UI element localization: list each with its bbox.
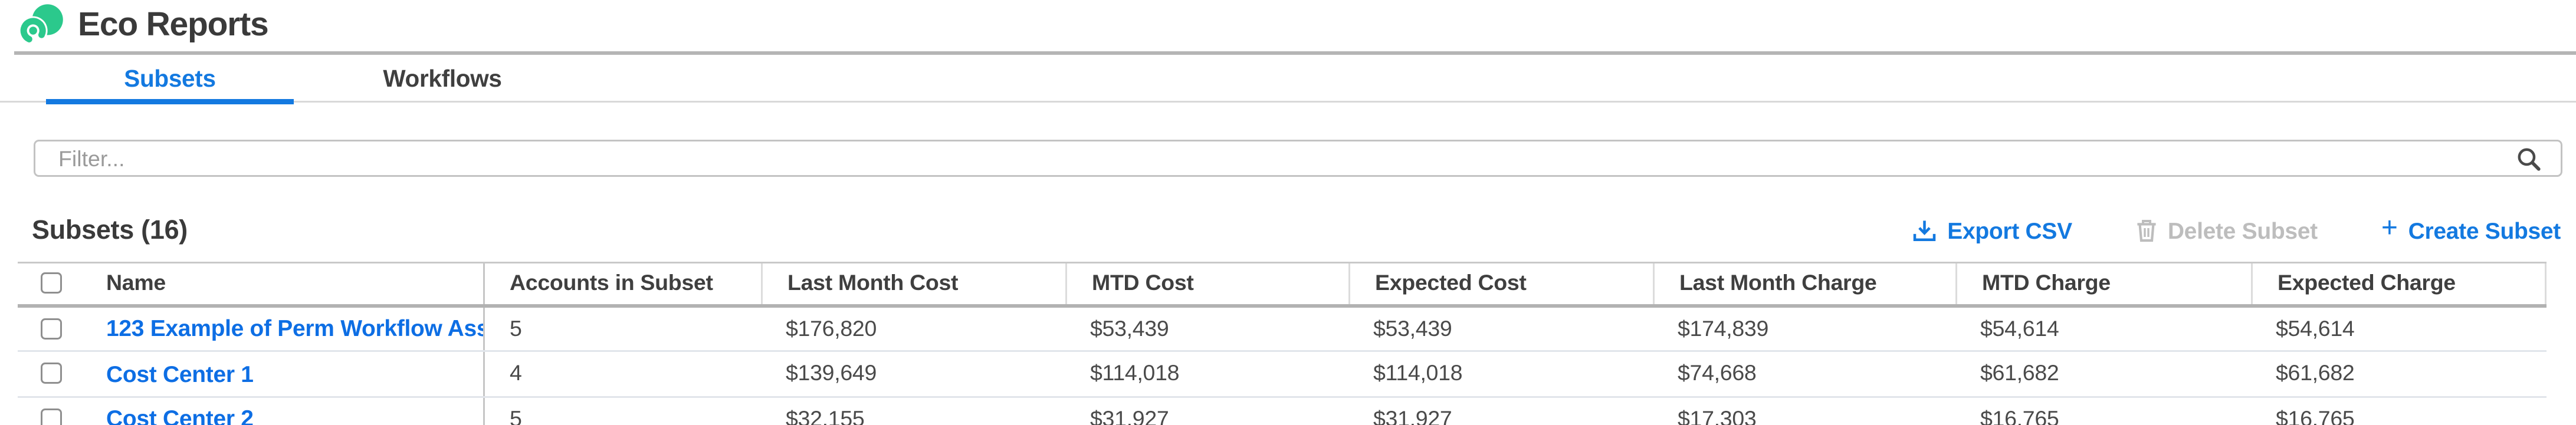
- last-month-cost-cell: $139,649: [786, 361, 877, 386]
- subsets-table: Name Accounts in Subset Last Month Cost …: [18, 262, 2547, 425]
- app-header: Eco Reports: [0, 0, 2576, 51]
- expected-cost-cell: $53,439: [1373, 316, 1452, 341]
- section-title: Subsets (16): [32, 216, 188, 246]
- create-subset-label: Create Subset: [2408, 218, 2561, 244]
- accounts-cell: 5: [510, 406, 522, 425]
- table-row: Cost Center 1 4 $139,649 $114,018 $114,0…: [18, 352, 2547, 397]
- eco-reports-logo-icon: [18, 4, 63, 45]
- row-checkbox[interactable]: [41, 408, 62, 425]
- tab-workflows[interactable]: Workflows: [383, 64, 502, 91]
- subset-name-cell: Cost Center 1: [88, 352, 485, 396]
- last-month-cost-cell: $32,155: [786, 406, 865, 425]
- page-title: Eco Reports: [78, 6, 269, 44]
- column-header-expected-cost[interactable]: Expected Cost: [1348, 263, 1653, 304]
- mtd-cost-cell: $114,018: [1090, 361, 1180, 386]
- accounts-cell: 4: [510, 361, 522, 386]
- column-header-mtd-cost[interactable]: MTD Cost: [1065, 263, 1348, 304]
- mtd-charge-cell: $54,614: [1980, 316, 2059, 341]
- last-month-charge-cell: $174,839: [1678, 316, 1769, 341]
- subset-link[interactable]: 123 Example of Perm Workflow Association: [106, 315, 483, 342]
- export-csv-label: Export CSV: [1947, 218, 2072, 244]
- table-header-row: Name Accounts in Subset Last Month Cost …: [18, 262, 2547, 307]
- column-header-last-month-charge[interactable]: Last Month Charge: [1653, 263, 1955, 304]
- column-header-name[interactable]: Name: [88, 263, 485, 304]
- subset-name-cell: Cost Center 2: [88, 397, 485, 425]
- delete-subset-button[interactable]: Delete Subset: [2136, 218, 2318, 244]
- section-header: Subsets (16) Export CSV Delete Sub: [32, 214, 2561, 246]
- subset-name-cell: 123 Example of Perm Workflow Association: [88, 307, 485, 350]
- filter-input[interactable]: [34, 140, 2562, 177]
- trash-icon: [2137, 220, 2156, 242]
- filter-bar: [34, 140, 2562, 177]
- table-row: 123 Example of Perm Workflow Association…: [18, 307, 2547, 352]
- mtd-charge-cell: $61,682: [1980, 361, 2059, 386]
- plus-icon: +: [2381, 214, 2398, 244]
- export-csv-button[interactable]: Export CSV: [1914, 218, 2072, 244]
- tab-subsets[interactable]: Subsets: [46, 55, 294, 104]
- row-checkbox-cell: [18, 307, 88, 351]
- column-header-last-month-cost[interactable]: Last Month Cost: [761, 263, 1065, 304]
- column-header-accounts[interactable]: Accounts in Subset: [510, 271, 713, 296]
- header-divider: [14, 51, 2576, 55]
- last-month-charge-cell: $74,668: [1678, 361, 1757, 386]
- last-month-cost-cell: $176,820: [786, 316, 877, 341]
- column-header-mtd-charge[interactable]: MTD Charge: [1955, 263, 2251, 304]
- header-checkbox-cell: [18, 263, 88, 304]
- expected-charge-cell: $61,682: [2276, 361, 2355, 386]
- expected-cost-cell: $114,018: [1373, 361, 1463, 386]
- download-icon: [1914, 220, 1937, 242]
- mtd-cost-cell: $53,439: [1090, 316, 1169, 341]
- row-checkbox-cell: [18, 397, 88, 425]
- subset-link[interactable]: Cost Center 1: [106, 360, 254, 387]
- row-checkbox[interactable]: [41, 363, 62, 384]
- accounts-cell: 5: [510, 316, 522, 341]
- last-month-charge-cell: $17,303: [1678, 406, 1757, 425]
- subset-link[interactable]: Cost Center 2: [106, 405, 254, 425]
- search-icon: [2518, 148, 2541, 171]
- mtd-cost-cell: $31,927: [1090, 406, 1169, 425]
- expected-charge-cell: $54,614: [2276, 316, 2355, 341]
- create-subset-button[interactable]: + Create Subset: [2381, 214, 2561, 245]
- mtd-charge-cell: $16,765: [1980, 406, 2059, 425]
- delete-subset-label: Delete Subset: [2167, 218, 2318, 244]
- action-buttons: Export CSV Delete Subset + Create Subset: [1914, 214, 2561, 245]
- table-row: Cost Center 2 5 $32,155 $31,927 $31,927 …: [18, 397, 2547, 425]
- expected-cost-cell: $31,927: [1373, 406, 1452, 425]
- tab-bar: Subsets Workflows: [0, 55, 2576, 104]
- column-header-expected-charge[interactable]: Expected Charge: [2251, 263, 2547, 304]
- row-checkbox[interactable]: [41, 318, 62, 340]
- select-all-checkbox[interactable]: [41, 272, 62, 294]
- row-checkbox-cell: [18, 352, 88, 396]
- expected-charge-cell: $16,765: [2276, 406, 2355, 425]
- table-body: 123 Example of Perm Workflow Association…: [18, 307, 2547, 425]
